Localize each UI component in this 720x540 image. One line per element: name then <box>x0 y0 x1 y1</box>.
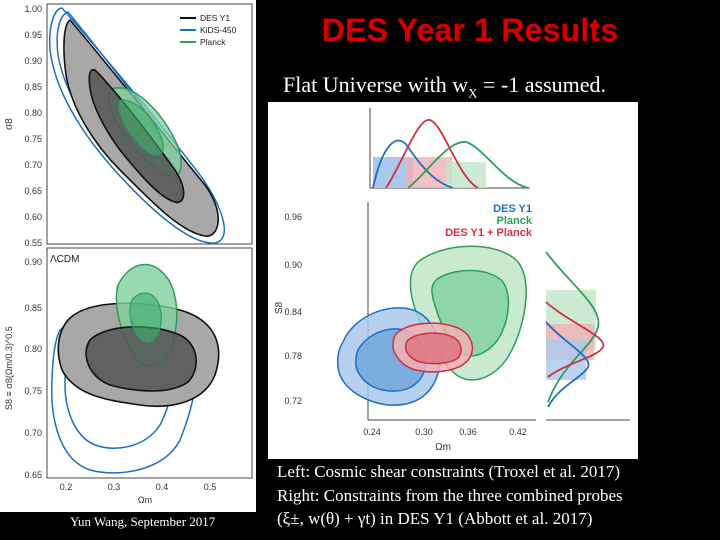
right-xtick: 0.42 <box>509 427 527 437</box>
right-xticks: 0.24 0.30 0.36 0.42 <box>363 427 527 437</box>
s8-marginal <box>545 251 630 421</box>
top-ytick: 0.85 <box>24 82 42 92</box>
subtitle-subscript: X <box>468 85 478 101</box>
top-ytick: 0.55 <box>24 238 42 248</box>
right-legend: DES Y1 Planck DES Y1 + Planck <box>445 203 533 239</box>
right-ytick: 0.78 <box>284 351 302 361</box>
right-yticks: 0.96 0.90 0.84 0.78 0.72 <box>284 212 302 406</box>
cosmic-shear-plot: 1.00 0.95 0.90 0.85 0.80 0.75 0.70 0.65 … <box>4 3 253 505</box>
left-xtick: 0.4 <box>156 482 169 492</box>
legend-des-label: DES Y1 <box>493 203 532 215</box>
right-xtick: 0.30 <box>415 427 433 437</box>
combined-marginal-curve <box>385 119 479 189</box>
planck-s8-curve <box>545 251 600 403</box>
right-xtick: 0.36 <box>459 427 477 437</box>
combined-s8-curve <box>545 301 605 378</box>
combined-probes-figure: 0.96 0.90 0.84 0.78 0.72 S8 DES Y1 Planc… <box>268 102 638 459</box>
legend-planck-label: Planck <box>200 37 226 47</box>
bottom-ytick: 0.80 <box>24 344 42 354</box>
des-s8-curve <box>545 321 590 408</box>
top-ytick: 0.90 <box>24 56 42 66</box>
bottom-ytick: 0.90 <box>24 257 42 267</box>
cosmic-shear-figure: 1.00 0.95 0.90 0.85 0.80 0.75 0.70 0.65 … <box>0 0 256 512</box>
subtitle-text: Flat Universe with w <box>283 72 469 97</box>
bottom-ytick: 0.70 <box>24 428 42 438</box>
right-ytick: 0.84 <box>284 307 302 317</box>
right-xtick: 0.24 <box>363 427 381 437</box>
top-ytick: 0.60 <box>24 212 42 222</box>
bottom-panel-frame <box>46 247 253 479</box>
left-legend: DES Y1 KiDS-450 Planck <box>180 13 237 47</box>
bottom-ytick: 0.75 <box>24 386 42 396</box>
planck-marginal-curve <box>407 141 529 189</box>
caption-line: (ξ±, w(θ) + γt) in DES Y1 (Abbott et al.… <box>277 509 593 528</box>
caption-line: Right: Constraints from the three combin… <box>277 485 623 505</box>
top-panel-frame <box>46 3 253 245</box>
top-ytick: 0.65 <box>24 186 42 196</box>
right-ytick: 0.96 <box>284 212 302 222</box>
top-ytick: 0.95 <box>24 30 42 40</box>
bottom-yticks: 0.90 0.85 0.80 0.75 0.70 0.65 <box>24 257 42 480</box>
bottom-ytick: 0.85 <box>24 303 42 313</box>
top-ylabel: σ8 <box>4 118 15 130</box>
legend-kids-label: KiDS-450 <box>200 25 237 35</box>
legend-des-label: DES Y1 <box>200 13 230 23</box>
combined-probes-plot: 0.96 0.90 0.84 0.78 0.72 S8 DES Y1 Planc… <box>274 108 630 453</box>
omega-m-marginal <box>369 108 530 189</box>
top-ytick: 0.80 <box>24 108 42 118</box>
left-xlabel: Ωm <box>138 495 152 505</box>
planck-inner-contour <box>118 99 164 156</box>
legend-planck-label: Planck <box>497 215 533 227</box>
left-xtick: 0.2 <box>60 482 73 492</box>
combined-inner-contour <box>404 332 462 365</box>
bottom-ytick: 0.65 <box>24 470 42 480</box>
left-xticks: 0.2 0.3 0.4 0.5 <box>60 482 217 492</box>
top-ytick: 1.00 <box>24 4 42 14</box>
left-xtick: 0.5 <box>204 482 217 492</box>
legend-combined-label: DES Y1 + Planck <box>445 227 533 239</box>
left-xtick: 0.3 <box>108 482 121 492</box>
slide-subtitle: Flat Universe with wX = -1 assumed. <box>283 72 663 101</box>
planck-inner-contour-bottom <box>129 292 162 343</box>
top-ytick: 0.75 <box>24 134 42 144</box>
top-yticks: 1.00 0.95 0.90 0.85 0.80 0.75 0.70 0.65 … <box>24 4 42 248</box>
figure-caption: Left: Cosmic shear constraints (Troxel e… <box>277 460 717 531</box>
right-ytick: 0.72 <box>284 396 302 406</box>
slide-footer: Yun Wang, September 2017 <box>70 514 216 529</box>
right-ytick: 0.90 <box>284 260 302 270</box>
bottom-ylabel: S8 ≡ σ8(Ωm/0.3)^0.5 <box>4 326 14 410</box>
top-ytick: 0.70 <box>24 160 42 170</box>
slide-title: DES Year 1 Results <box>321 12 619 48</box>
caption-line: Left: Cosmic shear constraints (Troxel e… <box>277 462 621 481</box>
right-xlabel: Ωm <box>435 442 451 453</box>
subtitle-text-end: = -1 assumed. <box>477 72 607 97</box>
model-label: ΛCDM <box>50 254 79 265</box>
right-ylabel: S8 <box>274 301 285 314</box>
